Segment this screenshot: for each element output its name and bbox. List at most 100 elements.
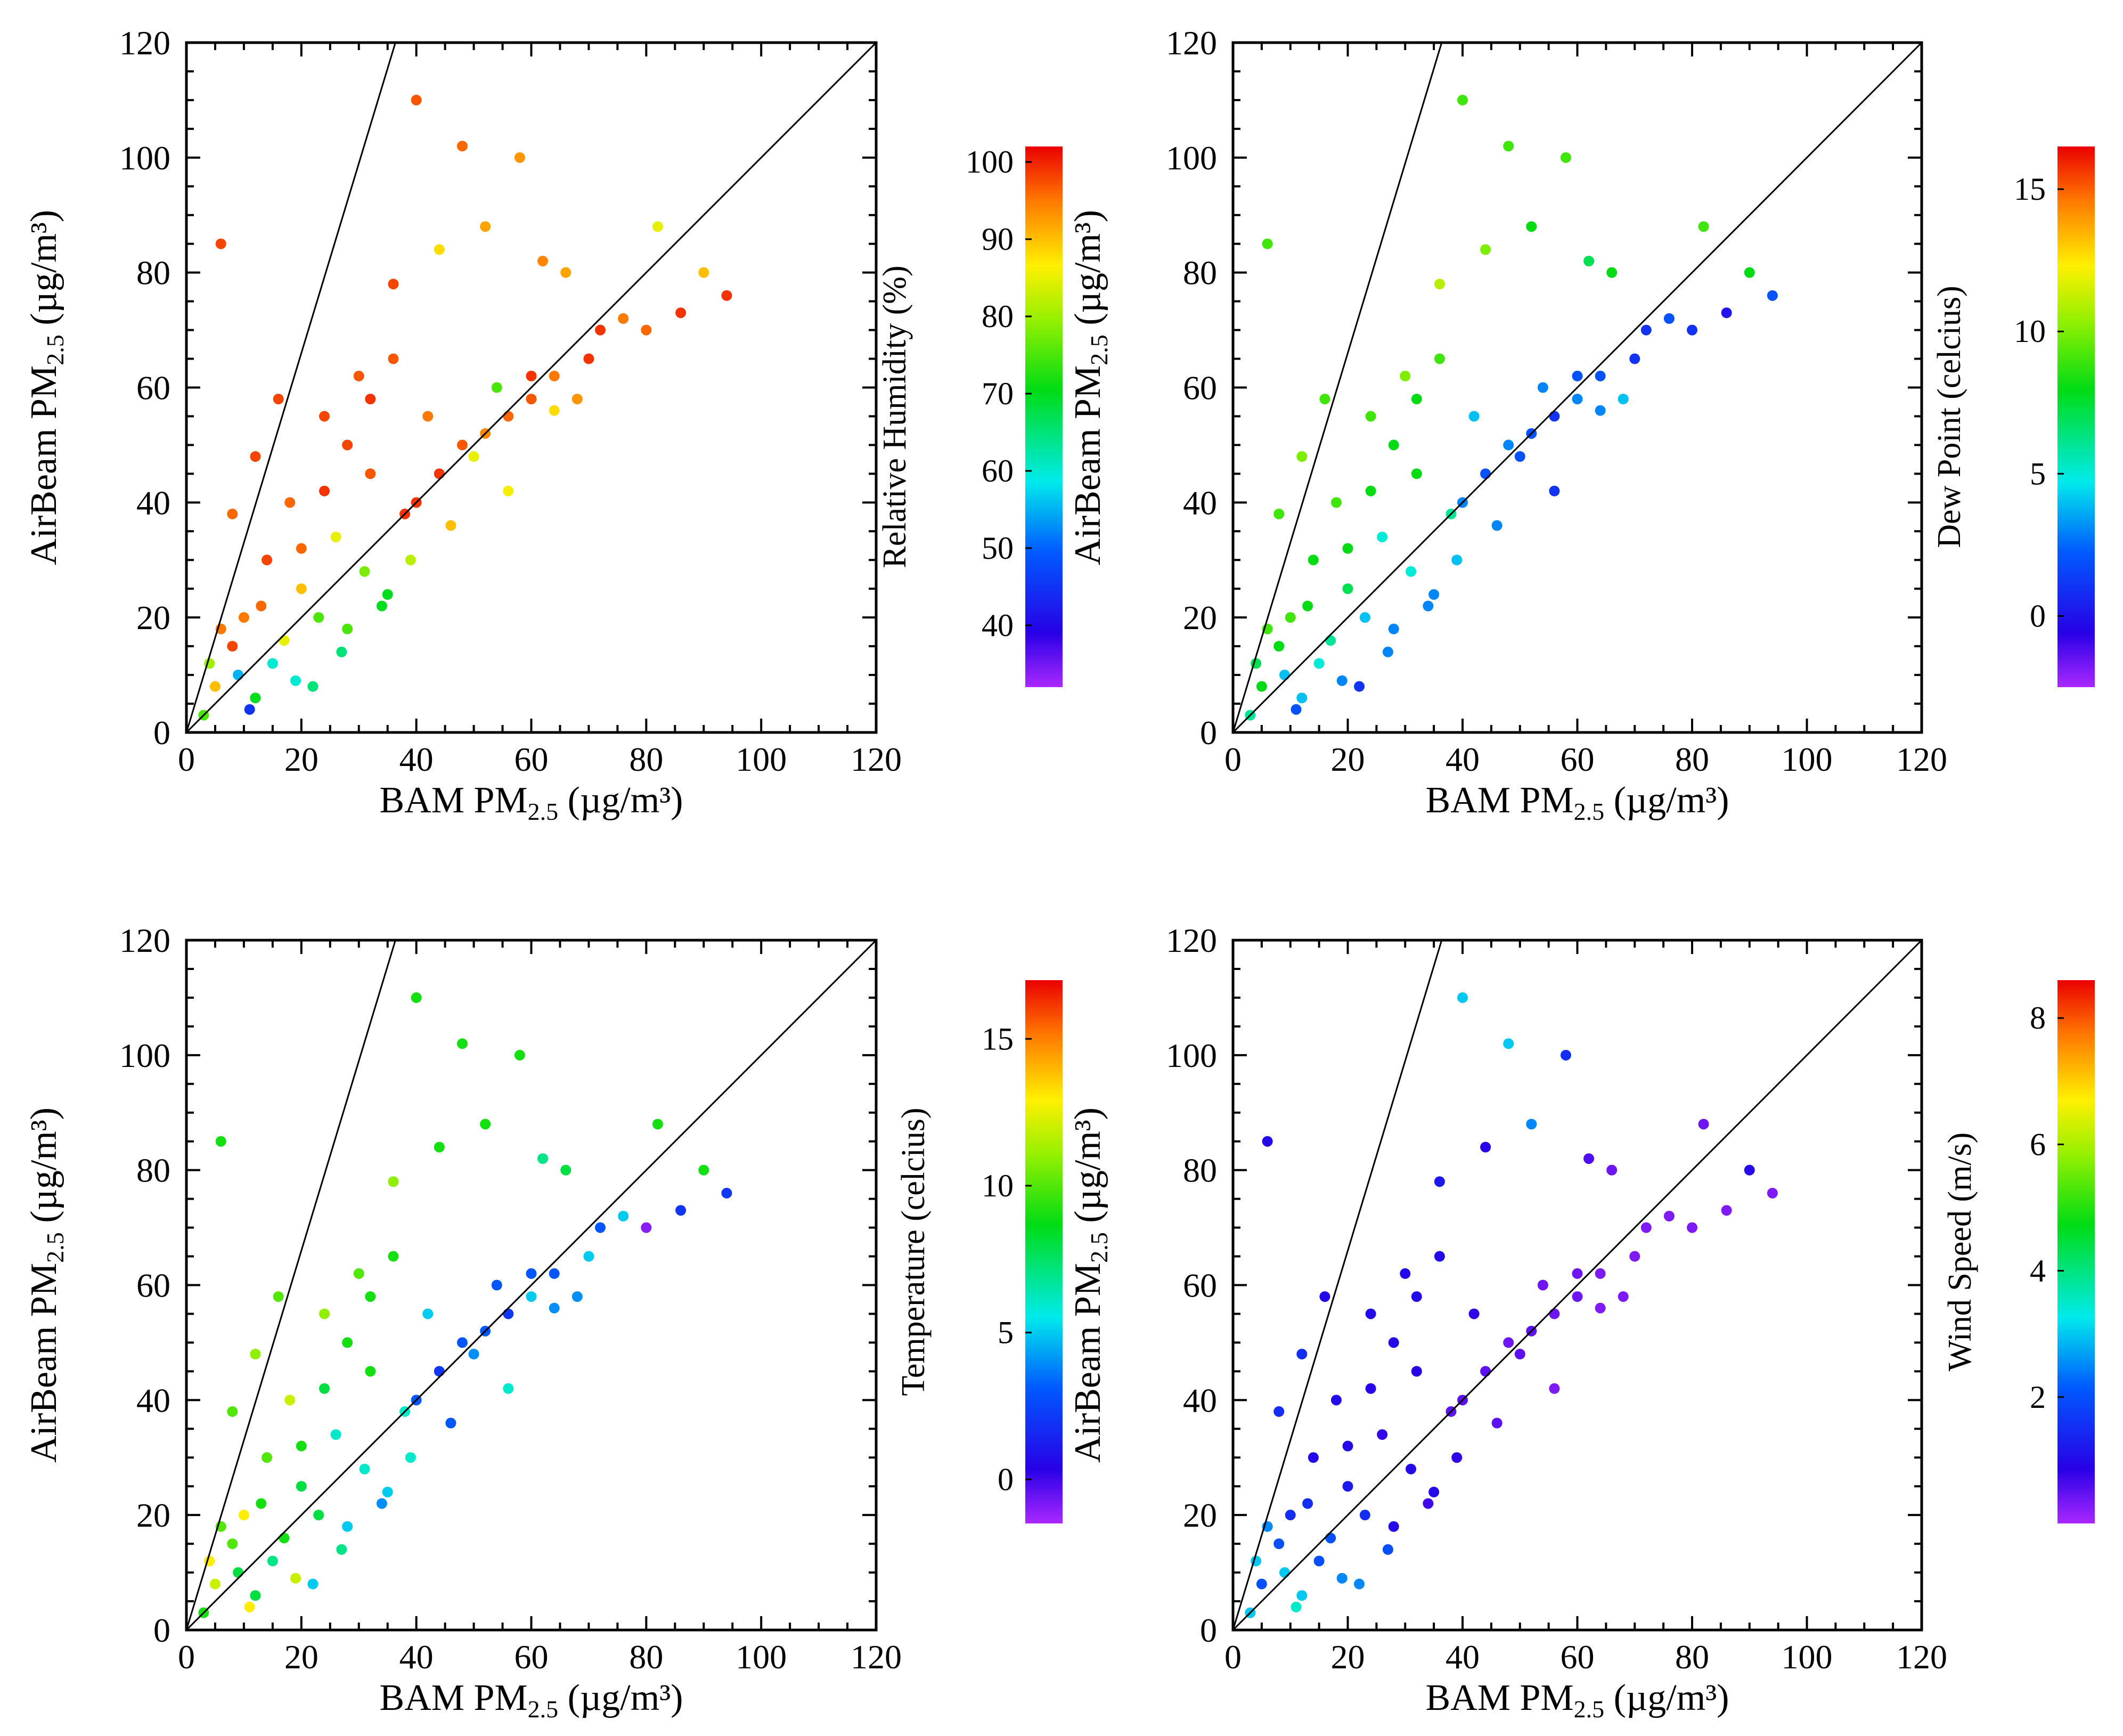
data-point (1514, 1349, 1525, 1359)
data-point (1377, 1429, 1388, 1440)
data-points (198, 94, 732, 721)
data-point (227, 641, 238, 652)
data-point (1411, 1291, 1422, 1302)
x-tick-label: 80 (1675, 740, 1709, 778)
data-point (445, 520, 456, 531)
data-point (1325, 1533, 1336, 1544)
data-point (1291, 704, 1302, 715)
data-point (238, 612, 249, 623)
data-point (1296, 451, 1308, 462)
data-point (1434, 1176, 1445, 1187)
colorbar-tick-label: 15 (2014, 172, 2046, 207)
data-point (1342, 583, 1353, 594)
y-axis-title-unit: (µg/m³) (23, 1107, 64, 1232)
x-axis-title: BAM PM2.5 (µg/m³) (1426, 1677, 1729, 1723)
data-point (353, 370, 364, 381)
data-point (1313, 658, 1325, 669)
data-point (1491, 1417, 1503, 1429)
x-tick-label: 120 (851, 1638, 902, 1676)
x-tick-label: 60 (515, 1638, 549, 1676)
x-axis-title: BAM PM2.5 (µg/m³) (380, 1677, 683, 1723)
x-tick-label: 40 (399, 1638, 434, 1676)
data-point (342, 623, 353, 634)
data-point (468, 451, 479, 462)
data-point (1359, 612, 1370, 623)
data-point (1388, 439, 1399, 451)
data-point (1296, 1349, 1308, 1359)
data-point (1308, 555, 1319, 566)
data-point (256, 1498, 267, 1509)
colorbar-tick-label: 15 (982, 1021, 1014, 1056)
data-point (1767, 290, 1778, 301)
colorbar-tick-label: 5 (998, 1315, 1014, 1350)
data-point (1503, 1038, 1514, 1049)
data-point (267, 1555, 278, 1567)
data-point (1296, 692, 1308, 704)
colorbar-tick-label: 10 (982, 1168, 1014, 1203)
colorbar-title: Temperature (celcius) (895, 1107, 932, 1396)
data-point (514, 152, 525, 163)
y-axis-title: AirBeam PM2.5 (µg/m³) (23, 210, 69, 565)
reference-line (1233, 940, 1922, 1630)
colorbar-title: Wind Speed (m/s) (1942, 1132, 1978, 1372)
data-point (434, 468, 445, 479)
data-point (1606, 1164, 1618, 1176)
data-point (560, 267, 571, 278)
data-point (721, 290, 732, 301)
data-point (491, 1279, 502, 1291)
x-tick-label: 100 (1782, 740, 1833, 778)
data-point (365, 1291, 376, 1302)
data-point (445, 1417, 456, 1429)
data-point (1302, 600, 1313, 612)
data-point (1296, 1590, 1308, 1601)
data-point (422, 1308, 434, 1319)
x-tick-label: 20 (1331, 1638, 1365, 1676)
x-tick-label: 20 (1331, 740, 1365, 778)
x-axis-title: BAM PM2.5 (µg/m³) (1426, 780, 1729, 825)
data-point (1273, 641, 1285, 652)
data-point (1480, 1142, 1491, 1153)
y-tick-label: 120 (119, 24, 170, 62)
data-point (1549, 485, 1560, 496)
y-tick-label: 20 (1183, 599, 1217, 637)
data-point (1480, 244, 1491, 255)
data-point (376, 1498, 387, 1509)
data-point (698, 267, 709, 278)
data-point (1434, 353, 1445, 364)
data-point (1698, 1119, 1709, 1130)
data-point (382, 589, 393, 600)
data-point (1618, 394, 1629, 405)
data-point (405, 1452, 416, 1463)
data-point (571, 394, 583, 405)
data-point (273, 1291, 284, 1302)
data-point (1629, 353, 1640, 364)
x-axis-title-unit: (µg/m³) (558, 1677, 683, 1718)
data-point (1406, 566, 1417, 577)
x-axis-title-subscript: 2.5 (1574, 798, 1605, 825)
colorbar (2057, 980, 2095, 1523)
data-point (1451, 555, 1463, 566)
data-point (250, 1590, 261, 1601)
data-point (675, 307, 687, 319)
data-point (1377, 532, 1388, 543)
y-axis-title: AirBeam PM2.5 (µg/m³) (1067, 1107, 1113, 1463)
colorbar-tick-label: 50 (982, 531, 1014, 566)
data-point (1572, 394, 1583, 405)
data-point (1285, 1510, 1296, 1521)
data-point (503, 1383, 514, 1394)
data-point (1595, 405, 1606, 416)
data-point (319, 1383, 330, 1394)
data-point (1423, 600, 1434, 612)
data-point (284, 497, 296, 508)
colorbar (1025, 146, 1063, 687)
data-point (1359, 1510, 1370, 1521)
data-point (1549, 411, 1560, 422)
data-point (1423, 1498, 1434, 1509)
data-point (279, 1533, 290, 1544)
chart-panel-top-left: 0 20 40 60 80 100 120 0 20 40 60 80 100 120 BAM PM2.5 … (23, 24, 1063, 825)
data-point (238, 1510, 249, 1521)
data-point (1583, 256, 1595, 267)
data-point (296, 543, 307, 554)
colorbar-tick-label: 4 (2030, 1253, 2046, 1289)
